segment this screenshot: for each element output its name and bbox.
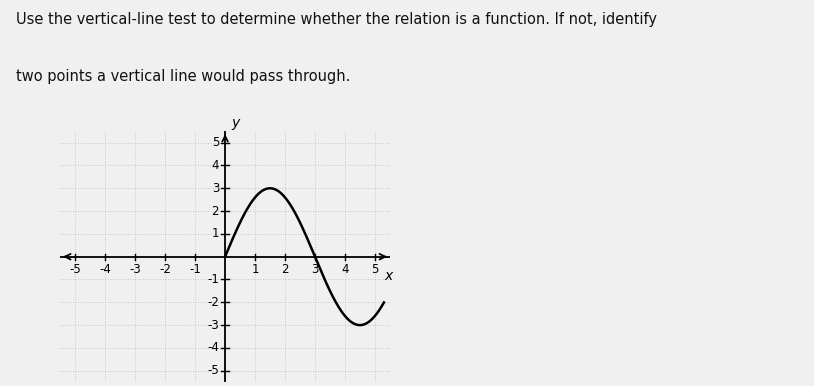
Text: 5: 5 bbox=[371, 263, 379, 276]
Text: 3: 3 bbox=[212, 182, 219, 195]
Text: -5: -5 bbox=[69, 263, 81, 276]
Text: -1: -1 bbox=[189, 263, 201, 276]
Text: Use the vertical-line test to determine whether the relation is a function. If n: Use the vertical-line test to determine … bbox=[16, 12, 657, 27]
Text: -3: -3 bbox=[208, 318, 219, 332]
Text: 2: 2 bbox=[212, 205, 219, 218]
Text: 1: 1 bbox=[212, 227, 219, 240]
Text: -4: -4 bbox=[208, 342, 219, 354]
Text: 5: 5 bbox=[212, 136, 219, 149]
Text: -5: -5 bbox=[208, 364, 219, 377]
Text: 4: 4 bbox=[212, 159, 219, 172]
Text: 2: 2 bbox=[282, 263, 289, 276]
Text: -1: -1 bbox=[208, 273, 219, 286]
Text: 3: 3 bbox=[311, 263, 318, 276]
Text: two points a vertical line would pass through.: two points a vertical line would pass th… bbox=[16, 69, 351, 85]
Text: -2: -2 bbox=[160, 263, 171, 276]
Text: -4: -4 bbox=[99, 263, 112, 276]
Text: 4: 4 bbox=[341, 263, 348, 276]
Text: 1: 1 bbox=[252, 263, 259, 276]
Text: y: y bbox=[232, 116, 240, 130]
Text: x: x bbox=[384, 269, 392, 283]
Text: -2: -2 bbox=[208, 296, 219, 309]
Text: -3: -3 bbox=[129, 263, 141, 276]
